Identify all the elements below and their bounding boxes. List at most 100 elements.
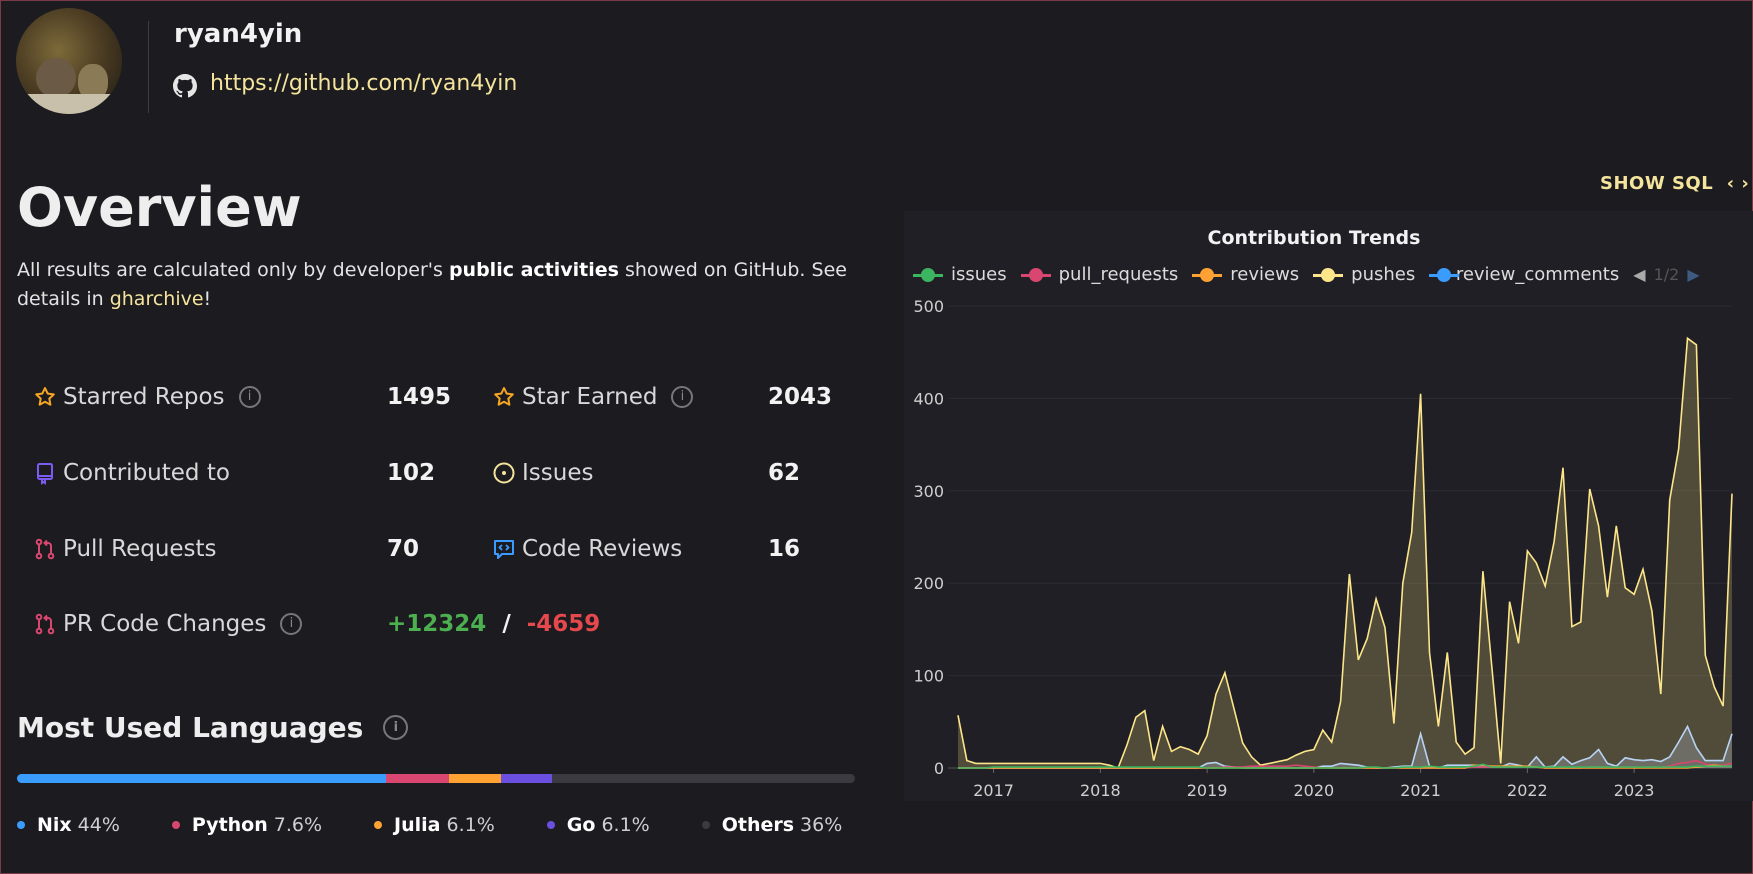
language-legend-item: Julia 6.1% [374,814,495,836]
stat-pr-code-changes: PR Code Changes i [33,611,303,637]
stat-value: 2043 [768,384,833,410]
language-pct: 36% [800,814,843,836]
show-sql-button[interactable]: SHOW SQL ‹ › [1600,173,1749,194]
page-title: Overview [17,176,302,239]
separator: / [502,611,511,637]
language-segment-go [500,774,552,783]
star-icon [35,387,55,406]
code-brackets-icon: ‹ › [1726,173,1750,194]
languages-bar [17,774,855,783]
language-name: Python [191,814,268,836]
legend-item-pushes[interactable]: pushes [1313,264,1415,285]
username: ryan4yin [174,19,303,49]
y-tick-label: 200 [913,574,944,593]
line-pushes [957,336,1733,769]
pull-request-icon [35,613,55,635]
language-name: Julia [394,814,441,836]
line-issues [958,763,1732,769]
additions: +12324 [387,611,487,637]
legend-prev-icon[interactable]: ◀ [1633,265,1646,284]
language-dot-icon [171,821,180,829]
language-dot-icon [374,821,383,829]
stat-pull-requests: Pull Requests [33,536,217,562]
language-legend-item: Python 7.6% [171,814,323,836]
legend-page: 1/2 [1653,265,1680,284]
code-review-icon [494,540,514,559]
star-icon [494,387,514,406]
show-sql-label: SHOW SQL [1600,173,1714,194]
stat-label: Issues [522,460,594,486]
language-pct: 44% [77,814,120,836]
legend-label: reviews [1230,264,1300,285]
legend-marker-icon [1020,267,1051,282]
stat-label: PR Code Changes [63,611,267,637]
legend-marker-icon [1192,267,1223,282]
stat-starred-repos: Starred Repos i [33,384,261,410]
legend-label: review_comments [1455,264,1620,285]
stat-label: Code Reviews [522,536,683,562]
github-icon [173,74,197,98]
legend-item-issues[interactable]: issues [913,264,1007,285]
stat-label: Pull Requests [63,536,217,562]
info-icon[interactable]: i [238,386,261,408]
x-tick-label: 2020 [1294,781,1335,800]
legend-label: issues [951,264,1007,285]
y-tick-label: 0 [934,759,944,778]
languages-title: Most Used Languages [17,711,364,744]
legend-item-review_comments[interactable]: review_comments [1429,264,1619,285]
info-icon[interactable]: i [383,715,409,740]
stat-star-earned: Star Earned i [492,384,694,410]
area-review_comments [958,726,1732,768]
language-legend-item: Others 36% [701,814,843,836]
language-dot-icon [701,821,710,829]
stat-value: 62 [768,460,801,486]
contribution-trends-chart: 0 100 200 300 400 500 2017 2018 2019 2020 2021 2022… [913,297,1733,800]
x-tick-label: 2021 [1400,781,1441,800]
chart-legend: issues pull_requests reviews pushes review_c… [913,264,1700,285]
stat-issues: Issues [492,460,593,486]
legend-marker-icon [1313,267,1344,282]
pull-request-icon [35,538,55,560]
desc-text: showed on GitHub. See details in [17,259,847,310]
info-icon[interactable]: i [671,386,694,408]
legend-item-pull_requests[interactable]: pull_requests [1020,264,1179,285]
language-pct: 6.1% [601,814,650,836]
language-segment-python [385,774,450,783]
language-name: Others [721,814,795,836]
stat-contributed-to: Contributed to [33,460,230,486]
repo-icon [37,463,53,485]
info-icon[interactable]: i [280,613,303,635]
legend-marker-icon [1429,267,1460,282]
github-profile-link[interactable]: https://github.com/ryan4yin [210,71,518,96]
languages-heading: Most Used Languages i [17,711,409,744]
chart-title: Contribution Trends [1207,227,1421,249]
avatar [16,8,122,114]
x-tick-label: 2018 [1080,781,1121,800]
header-divider [148,21,149,113]
y-tick-label: 300 [913,482,944,501]
language-pct: 7.6% [273,814,323,836]
stat-label: Starred Repos [63,384,225,410]
stat-value: 16 [768,536,801,562]
x-tick-label: 2023 [1614,781,1655,800]
desc-bold: public activities [448,259,619,281]
stat-value: 70 [387,536,420,562]
legend-next-icon[interactable]: ▶ [1687,265,1700,284]
language-dot-icon [546,821,555,829]
y-tick-label: 500 [913,297,944,316]
pr-code-changes-value: +12324 / -4659 [387,611,600,637]
legend-pager: ◀ 1/2 ▶ [1633,265,1699,284]
desc-text: All results are calculated only by devel… [17,259,449,281]
stat-code-reviews: Code Reviews [492,536,682,562]
x-tick-label: 2017 [973,781,1014,800]
legend-label: pushes [1351,264,1416,285]
stat-value: 102 [387,460,436,486]
languages-legend: Nix 44% Python 7.6% Julia 6.1% Go 6.1% Others 36% [17,814,894,836]
language-segment-others [551,774,854,783]
legend-label: pull_requests [1058,264,1179,285]
stat-label: Contributed to [63,460,230,486]
legend-item-reviews[interactable]: reviews [1192,264,1299,285]
stat-label: Star Earned [522,384,658,410]
gharchive-link[interactable]: gharchive [109,288,204,310]
language-name: Go [566,814,596,836]
